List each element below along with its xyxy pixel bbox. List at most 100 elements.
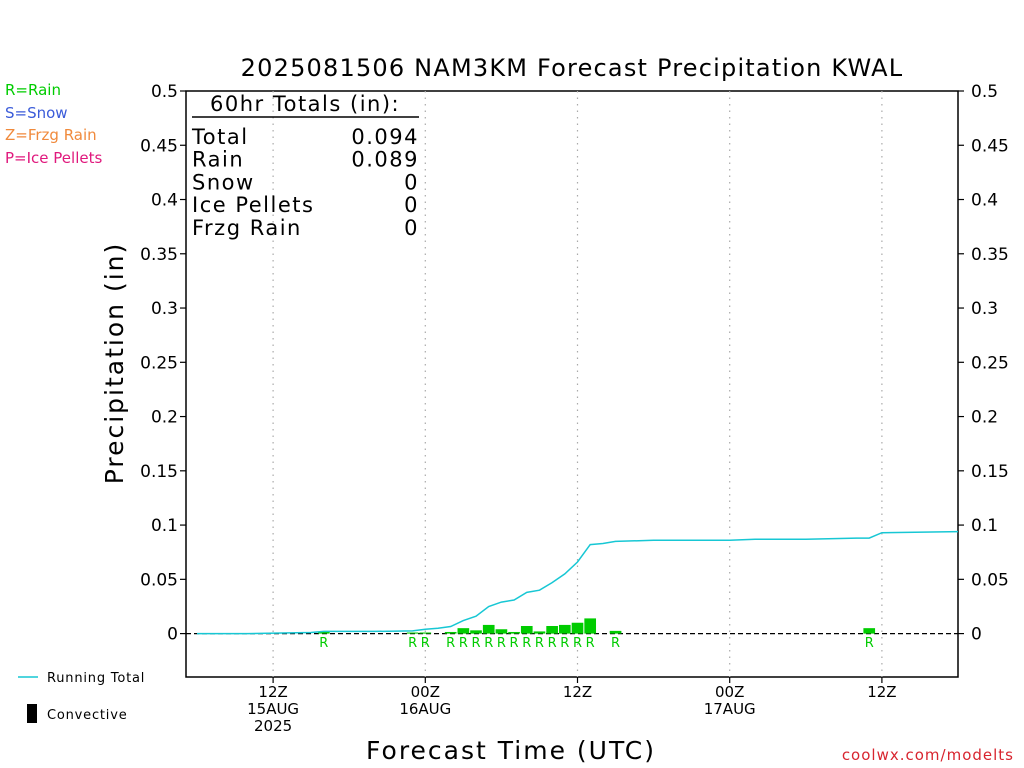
- y-tick-label-right: 0.25: [971, 353, 1009, 373]
- running-total-line: [197, 530, 959, 635]
- x-tick-label: 2025: [254, 717, 292, 735]
- totals-row-value: 0.094: [351, 125, 419, 149]
- x-axis-label: Forecast Time (UTC): [366, 736, 656, 765]
- totals-row-label: Frzg Rain: [192, 216, 302, 240]
- precip-bar: [495, 629, 508, 634]
- convective-legend: Convective: [27, 704, 128, 723]
- precip-type-marker: R: [408, 636, 417, 651]
- precip-bar: [571, 622, 584, 634]
- y-tick-label: 0.2: [151, 408, 178, 428]
- totals-header: 60hr Totals (in):: [210, 92, 400, 116]
- precip-type-marker: R: [611, 636, 620, 651]
- totals-row-label: Snow: [192, 170, 255, 194]
- precip-type-marker: R: [472, 636, 481, 651]
- x-tick-label: 17AUG: [704, 700, 756, 718]
- precip-bar: [482, 624, 495, 634]
- plot-border: [185, 90, 959, 678]
- y-tick-label-right: 0.5: [971, 82, 998, 102]
- y-tick-label-right: 0.15: [971, 462, 1009, 482]
- y-tick-label: 0: [167, 625, 178, 645]
- source-credit: coolwx.com/modelts: [841, 746, 1014, 764]
- precip-type-marker: R: [421, 636, 430, 651]
- precip-bar: [406, 632, 419, 634]
- vertical-gridlines: [272, 91, 883, 677]
- precip-bar: [558, 624, 571, 634]
- y-tick-label-right: 0.45: [971, 136, 1009, 156]
- y-tick-label-right: 0.2: [971, 408, 998, 428]
- totals-row-value: 0: [404, 170, 419, 194]
- totals-row-value: 0: [404, 193, 419, 217]
- y-tick-label-right: 0.3: [971, 299, 998, 319]
- x-tick-label: 12Z: [563, 683, 592, 701]
- totals-row-label: Total: [191, 125, 249, 149]
- y-tick-label: 0.15: [140, 462, 178, 482]
- legend-ice-pellets: P=Ice Pellets: [5, 149, 103, 167]
- precip-type-marker: R: [865, 636, 874, 651]
- running-total-layer: [197, 530, 959, 635]
- y-tick-label-right: 0.1: [971, 516, 998, 536]
- precip-bar: [470, 630, 482, 634]
- precip-type-marker: R: [586, 636, 595, 651]
- precip-type-marker: R: [522, 636, 531, 651]
- precip-bar: [609, 630, 622, 634]
- precip-bar: [533, 631, 546, 634]
- precip-type-marker: R: [510, 636, 519, 651]
- precip-type-marker: R: [484, 636, 493, 651]
- convective-legend-label: Convective: [47, 708, 128, 723]
- x-tick-label: 15AUG: [247, 700, 299, 718]
- precip-bar: [520, 625, 533, 634]
- x-tick-label: 00Z: [411, 683, 440, 701]
- precip-type-marker: R: [573, 636, 582, 651]
- legend-snow: S=Snow: [5, 104, 68, 122]
- plot-frame: [185, 90, 959, 678]
- totals-row-value: 0.089: [351, 148, 419, 172]
- y-tick-label-right: 0.05: [971, 570, 1009, 590]
- y-tick-label: 0.4: [151, 191, 178, 211]
- precip-type-marker: R: [459, 636, 468, 651]
- totals-row-value: 0: [404, 216, 419, 240]
- y-axis-right-ticks: 0 0.05 0.1 0.15 0.2 0.25 0.3 0.35 0.4 0.45 0.5: [958, 82, 1009, 645]
- precip-bar: [444, 631, 457, 634]
- y-axis-label: Precipitation (in): [100, 242, 129, 485]
- y-tick-label-right: 0.4: [971, 191, 998, 211]
- precip-bar: [508, 631, 520, 634]
- hourly-precip-bars: [317, 618, 876, 634]
- convective-swatch: [27, 704, 37, 723]
- precip-type-marker: R: [497, 636, 506, 651]
- totals-row-label: Rain: [192, 148, 244, 172]
- totals-rows: Total 0.094 Rain 0.089 Snow 0 Ice Pellets 0 Frzg…: [191, 125, 419, 240]
- y-tick-label: 0.3: [151, 299, 178, 319]
- y-tick-label: 0.1: [151, 516, 178, 536]
- precip-type-marker: R: [560, 636, 569, 651]
- y-tick-label-right: 0: [971, 625, 982, 645]
- totals-row-label: Ice Pellets: [192, 193, 314, 217]
- precip-type-marker: R: [319, 636, 328, 651]
- y-tick-label-right: 0.35: [971, 245, 1009, 265]
- legend-frzg-rain: Z=Frzg Rain: [5, 126, 97, 144]
- running-total-legend-label: Running Total: [47, 671, 145, 686]
- running-total-legend: Running Total: [18, 671, 145, 686]
- chart-title: 2025081506 NAM3KM Forecast Precipitation…: [241, 54, 904, 82]
- x-tick-label: 00Z: [715, 683, 744, 701]
- precip-bar: [419, 632, 432, 634]
- y-tick-label: 0.05: [140, 570, 178, 590]
- precip-type-marker: R: [446, 636, 455, 651]
- x-tick-label: 12Z: [867, 683, 896, 701]
- precip-type-marker: R: [548, 636, 557, 651]
- precip-bar: [457, 628, 470, 634]
- precip-bar: [584, 618, 597, 634]
- y-axis-left-ticks: 0 0.05 0.1 0.15 0.2 0.25 0.3 0.35 0.4 0.45 0.5: [140, 82, 186, 645]
- precip-bar: [317, 631, 330, 634]
- totals-box: 60hr Totals (in): Total 0.094 Rain 0.089 Sno…: [191, 92, 419, 240]
- precip-bar: [546, 625, 558, 634]
- x-tick-label: 12Z: [258, 683, 287, 701]
- precip-bar: [863, 628, 876, 634]
- x-tick-label: 16AUG: [399, 700, 451, 718]
- precip-type-marker: R: [535, 636, 544, 651]
- y-tick-label: 0.35: [140, 245, 178, 265]
- y-tick-label: 0.5: [151, 82, 178, 102]
- y-tick-label: 0.45: [140, 136, 178, 156]
